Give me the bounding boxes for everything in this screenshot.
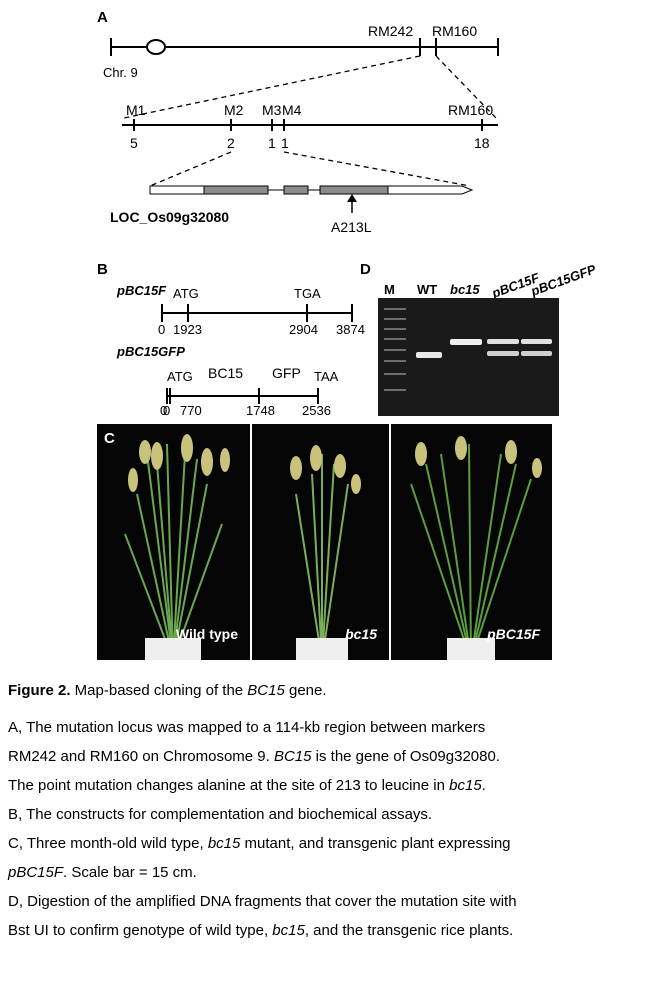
plant-drawing-bc15: [290, 445, 361, 660]
caption-b-line: B, The constructs for complementation an…: [8, 806, 433, 823]
caption-d-line1: D, Digestion of the amplified DNA fragme…: [8, 893, 517, 910]
marker-m3: M3: [262, 102, 282, 118]
caption-d-line2: Bst UI to confirm genotype of wild type,…: [8, 922, 514, 939]
construct1-pos-0: 0: [158, 322, 165, 337]
gel-image: [378, 298, 559, 416]
panel-a-letter: A: [97, 9, 108, 26]
construct2-name: pBC15GFP: [116, 344, 185, 359]
construct2-pos-1: 770: [180, 403, 202, 418]
gel-band-bc15: [450, 339, 482, 345]
construct2-pos-3: 2536: [302, 403, 331, 418]
lane-label-pbc15gfp: pBC15GFP: [528, 261, 598, 299]
panel-c-letter: C: [104, 430, 115, 447]
plant-drawing-pbc15f: [410, 436, 542, 660]
construct2-pos-0a: 0: [160, 403, 167, 418]
construct1-atg: ATG: [173, 286, 199, 301]
marker-rm160-fine: RM160: [448, 102, 493, 118]
construct1-name: pBC15F: [116, 283, 167, 298]
construct2-bc15: BC15: [208, 365, 243, 381]
construct2-gfp: GFP: [272, 365, 301, 381]
panel-d-letter: D: [360, 261, 371, 278]
photo-pbc15f: pBC15F: [391, 424, 552, 660]
caption-a-line2: RM242 and RM160 on Chromosome 9. BC15 is…: [8, 748, 500, 765]
gene-model: [149, 185, 474, 195]
marker-m2: M2: [224, 102, 244, 118]
gel-ladder: [384, 308, 406, 391]
construct1-pos-1: 1923: [173, 322, 202, 337]
construct1-pos-3: 3874: [336, 322, 365, 337]
marker-rm160: RM160: [432, 23, 477, 39]
lane-label-m: M: [384, 282, 395, 297]
photo-bc15: bc15: [252, 424, 389, 660]
gel-band-pbc15f-upper: [487, 339, 519, 344]
gel-band-wt: [416, 352, 442, 358]
construct2-taa: TAA: [314, 369, 339, 384]
gel-band-pbc15f-lower: [487, 351, 519, 356]
construct2-pos-0b: 0: [163, 403, 170, 418]
photo-label-wild-type: Wild type: [175, 626, 238, 642]
figure-caption: Figure 2. Map-based cloning of the BC15 …: [8, 676, 658, 945]
construct1-tga: TGA: [294, 286, 321, 301]
photo-wild-type: Wild type: [97, 424, 250, 660]
caption-c-line1: C, Three month-old wild type, bc15 mutan…: [8, 835, 511, 852]
photo-label-bc15: bc15: [345, 626, 377, 642]
caption-a-line1: A, The mutation locus was mapped to a 11…: [8, 719, 486, 736]
gene-dash-left: [149, 151, 232, 187]
photo-label-pbc15f: pBC15F: [487, 626, 540, 642]
caption-c-line2: pBC15F. Scale bar = 15 cm.: [8, 864, 197, 881]
marker-m1: M1: [126, 102, 146, 118]
panel-b-letter: B: [97, 261, 108, 278]
plant-drawing-wild-type: [124, 434, 230, 660]
count-m1: 5: [130, 135, 138, 151]
count-rm160: 18: [474, 135, 490, 151]
caption-a-line3: The point mutation changes alanine at th…: [8, 777, 486, 794]
lane-label-wt: WT: [417, 282, 437, 297]
centromere: [146, 39, 166, 55]
mutation-label: A213L: [331, 219, 372, 235]
gene-label: LOC_Os09g32080: [110, 209, 229, 225]
caption-title: Figure 2. Map-based cloning of the BC15 …: [8, 682, 327, 699]
construct2-pos-2: 1748: [246, 403, 275, 418]
gel-band-pbc15gfp-lower: [521, 351, 552, 356]
figure-diagrams: A Chr. 9 RM242 RM160 M1 M2 M3 M4 RM160 5…: [97, 9, 598, 418]
mutation-arrowhead: [347, 194, 357, 202]
marker-m4: M4: [282, 102, 302, 118]
construct2-atg: ATG: [167, 369, 193, 384]
figure: A Chr. 9 RM242 RM160 M1 M2 M3 M4 RM160 5…: [97, 9, 598, 660]
count-m3: 1: [268, 135, 276, 151]
count-m2: 2: [227, 135, 235, 151]
expand-dash-left: [123, 55, 421, 119]
marker-rm242: RM242: [368, 23, 413, 39]
construct1-pos-2: 2904: [289, 322, 318, 337]
lane-label-bc15: bc15: [450, 282, 480, 297]
chromosome-label: Chr. 9: [103, 65, 138, 80]
gene-dash-right: [283, 151, 471, 187]
count-m4: 1: [281, 135, 289, 151]
gel-band-pbc15gfp-upper: [521, 339, 552, 344]
